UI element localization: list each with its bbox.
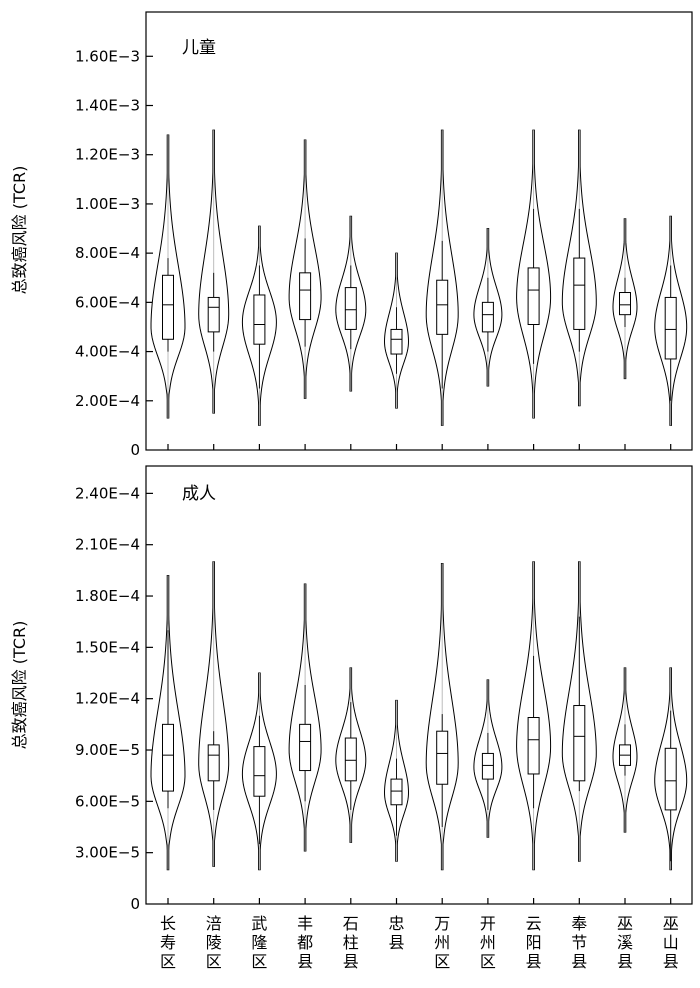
- x-category-label: 奉节县: [571, 914, 587, 971]
- adults-y-tick-label: 1.50E−4: [75, 638, 140, 656]
- children-violin: [561, 129, 597, 407]
- adults-violin: [288, 583, 322, 852]
- children-violin-box: [344, 287, 357, 330]
- children-violin-box: [527, 267, 540, 326]
- children-violin-box: [207, 296, 220, 333]
- adults-violin: [241, 672, 277, 871]
- adults-violin: [425, 563, 459, 871]
- adults-y-tick-label: 0: [130, 895, 140, 913]
- adults-violin: [473, 679, 503, 838]
- adults-violin: [516, 561, 552, 871]
- adults-panel: 成人 0 3.00E−5 6.00E−5 9.00E−5 1.20E−4 1.50E−4 1…: [10, 465, 693, 913]
- children-y-tick-label: 1.00E−3: [75, 195, 140, 213]
- children-violin: [150, 134, 186, 419]
- x-axis-categories: 长寿区 涪陵区 武隆区 丰都县 石柱县 忠县 万州区 开州区 云阳县 奉节县 巫溪县 巫山县: [160, 914, 679, 971]
- children-violin: [383, 252, 410, 409]
- x-category-label: 涪陵区: [206, 914, 222, 971]
- adults-plot-frame: [145, 465, 693, 905]
- children-violin-box: [299, 272, 312, 321]
- adults-panel-label: 成人: [182, 484, 216, 504]
- adults-violin: [612, 667, 638, 833]
- adults-violin: [198, 561, 230, 867]
- x-category-label: 万州区: [434, 914, 450, 971]
- adults-violin: [150, 575, 186, 871]
- children-y-tick-label: 1.60E−3: [75, 47, 140, 65]
- children-y-tick-label: 6.00E−4: [75, 293, 140, 311]
- adults-violins: [150, 561, 688, 904]
- children-panel: 儿童 0 2.00E−4 4.00E−4 6.00E−4 8.00E−4 1.00E−3 1…: [10, 11, 693, 459]
- children-y-axis-label: 总致癌风险 (TCR): [10, 166, 29, 295]
- adults-y-tick-label: 2.40E−4: [75, 484, 140, 502]
- adults-y-tick-label: 2.10E−4: [75, 536, 140, 554]
- adults-y-tick-label: 6.00E−5: [75, 792, 140, 810]
- adults-violin-box: [527, 717, 540, 775]
- adults-y-tick-label: 1.20E−4: [75, 690, 140, 708]
- x-category-label: 巫山县: [663, 914, 679, 971]
- children-violin-box: [253, 294, 266, 345]
- children-violin: [654, 215, 688, 426]
- x-category-label: 巫溪县: [617, 914, 633, 971]
- adults-violin-box: [344, 737, 357, 782]
- children-y-axis: 0 2.00E−4 4.00E−4 6.00E−4 8.00E−4 1.00E−3 1.20…: [75, 47, 153, 459]
- x-category-label: 忠县: [388, 914, 404, 952]
- children-violin: [241, 225, 277, 426]
- children-violin: [473, 228, 503, 387]
- children-violin: [425, 129, 459, 426]
- children-violin: [288, 139, 322, 399]
- children-y-tick-label: 8.00E−4: [75, 244, 140, 262]
- children-violin-box: [573, 257, 586, 330]
- children-violin-box: [390, 328, 403, 355]
- children-violin-box: [481, 301, 494, 333]
- adults-violin-box: [299, 723, 312, 772]
- x-category-label: 云阳县: [526, 914, 542, 971]
- adults-violin: [335, 667, 367, 843]
- children-y-tick-label: 4.00E−4: [75, 343, 140, 361]
- x-category-label: 武隆区: [251, 914, 267, 971]
- children-violin: [198, 129, 230, 414]
- children-y-tick-label: 0: [130, 441, 140, 459]
- children-y-tick-label: 1.20E−3: [75, 146, 140, 164]
- adults-y-axis: 0 3.00E−5 6.00E−5 9.00E−5 1.20E−4 1.50E−4 1.80…: [75, 484, 153, 913]
- children-violin-box: [436, 279, 449, 335]
- children-violin: [335, 215, 367, 392]
- adults-violin-box: [207, 744, 220, 782]
- adults-violin: [654, 667, 688, 871]
- children-panel-label: 儿童: [182, 38, 216, 58]
- x-category-label: 开州区: [480, 914, 496, 971]
- children-plot-frame: [145, 11, 693, 451]
- adults-violin: [561, 561, 597, 862]
- children-violin-box: [619, 292, 631, 316]
- adults-violin-box: [573, 705, 586, 782]
- adults-violin: [384, 699, 409, 862]
- children-y-tick-label: 2.00E−4: [75, 392, 140, 410]
- adults-violin-box: [162, 723, 174, 792]
- children-violin-box: [162, 274, 174, 340]
- adults-y-tick-label: 1.80E−4: [75, 587, 140, 605]
- x-category-label: 长寿区: [160, 914, 176, 971]
- adults-violin-box: [664, 747, 677, 811]
- children-violin: [516, 129, 552, 419]
- adults-y-tick-label: 9.00E−5: [75, 741, 140, 759]
- children-y-tick-label: 1.40E−3: [75, 97, 140, 115]
- x-category-label: 石柱县: [343, 914, 359, 971]
- adults-violin-box: [436, 730, 449, 785]
- adults-y-axis-label: 总致癌风险 (TCR): [10, 621, 29, 750]
- adults-y-tick-label: 3.00E−5: [75, 844, 140, 862]
- adults-violin-box: [253, 746, 266, 797]
- adults-violin-box: [481, 752, 494, 780]
- adults-violin-box: [390, 778, 403, 806]
- children-violins: [150, 129, 688, 450]
- children-violin: [612, 218, 638, 380]
- children-violin-box: [664, 296, 677, 360]
- x-category-label: 丰都县: [297, 914, 313, 971]
